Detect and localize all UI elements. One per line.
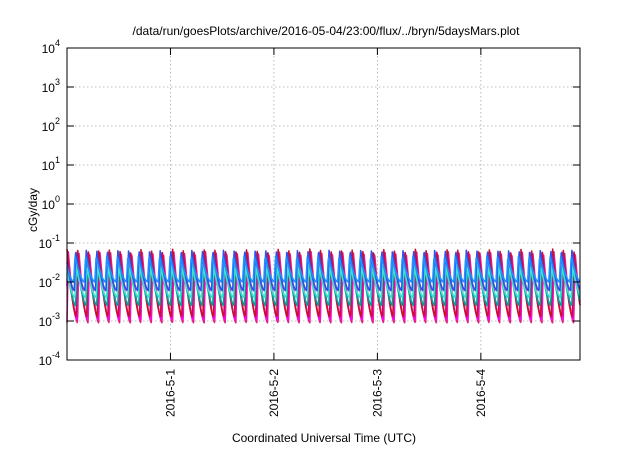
y-tick-exponent: 2 xyxy=(55,116,60,126)
x-tick-label: 2016-5-2 xyxy=(267,369,281,417)
y-tick-exponent: -3 xyxy=(52,311,60,321)
y-tick-label: 10-2 xyxy=(39,272,60,290)
y-tick-label: 10-1 xyxy=(39,233,60,251)
y-tick-exponent: -2 xyxy=(52,272,60,282)
y-tick-label: 104 xyxy=(42,38,60,56)
series-line xyxy=(66,265,581,299)
y-tick-exponent: -4 xyxy=(52,350,60,360)
y-tick-label: 10-3 xyxy=(39,311,60,329)
x-tick-label: 2016-5-3 xyxy=(370,369,384,417)
y-tick-exponent: -1 xyxy=(52,233,60,243)
grid xyxy=(67,48,580,360)
y-tick-label: 100 xyxy=(42,194,60,212)
chart-title: /data/run/goesPlots/archive/2016-05-04/2… xyxy=(133,24,521,38)
y-tick-label: 102 xyxy=(42,116,60,134)
y-axis-label: cGy/day xyxy=(26,188,40,232)
y-tick-exponent: 4 xyxy=(55,38,60,48)
x-axis-label: Coordinated Universal Time (UTC) xyxy=(232,431,416,445)
x-tick-label: 2016-5-1 xyxy=(163,369,177,417)
y-tick-label: 101 xyxy=(42,155,60,173)
y-tick-exponent: 3 xyxy=(55,77,60,87)
series-line xyxy=(66,255,581,283)
y-tick-exponent: 0 xyxy=(55,194,60,204)
y-tick-label: 103 xyxy=(42,77,60,95)
y-tick-exponent: 1 xyxy=(55,155,60,165)
x-tick-label: 2016-5-4 xyxy=(474,369,488,417)
y-tick-label: 10-4 xyxy=(39,350,60,368)
series-layer xyxy=(66,248,581,324)
plot-frame xyxy=(66,47,581,361)
